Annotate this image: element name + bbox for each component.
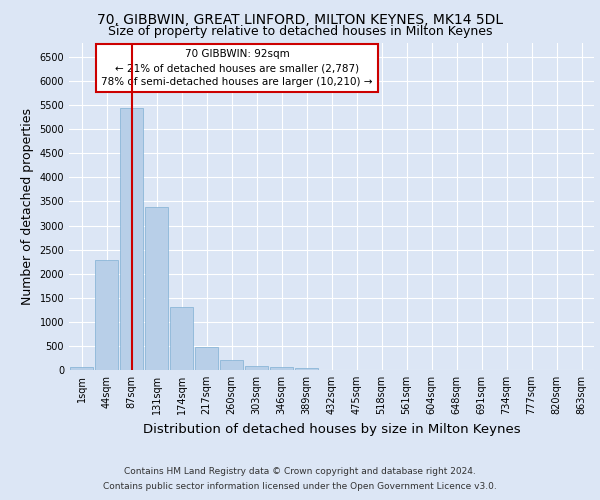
Bar bbox=[220, 360, 243, 370]
X-axis label: Distribution of detached houses by size in Milton Keynes: Distribution of detached houses by size … bbox=[143, 422, 520, 436]
Text: Contains HM Land Registry data © Crown copyright and database right 2024.: Contains HM Land Registry data © Crown c… bbox=[124, 467, 476, 476]
Bar bbox=[295, 368, 318, 370]
Text: 70, GIBBWIN, GREAT LINFORD, MILTON KEYNES, MK14 5DL: 70, GIBBWIN, GREAT LINFORD, MILTON KEYNE… bbox=[97, 12, 503, 26]
Bar bbox=[70, 366, 93, 370]
Bar bbox=[120, 108, 143, 370]
Bar bbox=[145, 207, 168, 370]
Text: 70 GIBBWIN: 92sqm
← 21% of detached houses are smaller (2,787)
78% of semi-detac: 70 GIBBWIN: 92sqm ← 21% of detached hous… bbox=[101, 49, 373, 87]
Bar bbox=[195, 347, 218, 370]
Bar bbox=[245, 366, 268, 370]
Bar bbox=[170, 307, 193, 370]
Bar bbox=[270, 368, 293, 370]
Bar bbox=[95, 260, 118, 370]
Text: Size of property relative to detached houses in Milton Keynes: Size of property relative to detached ho… bbox=[108, 25, 492, 38]
Y-axis label: Number of detached properties: Number of detached properties bbox=[21, 108, 34, 304]
Text: Contains public sector information licensed under the Open Government Licence v3: Contains public sector information licen… bbox=[103, 482, 497, 491]
